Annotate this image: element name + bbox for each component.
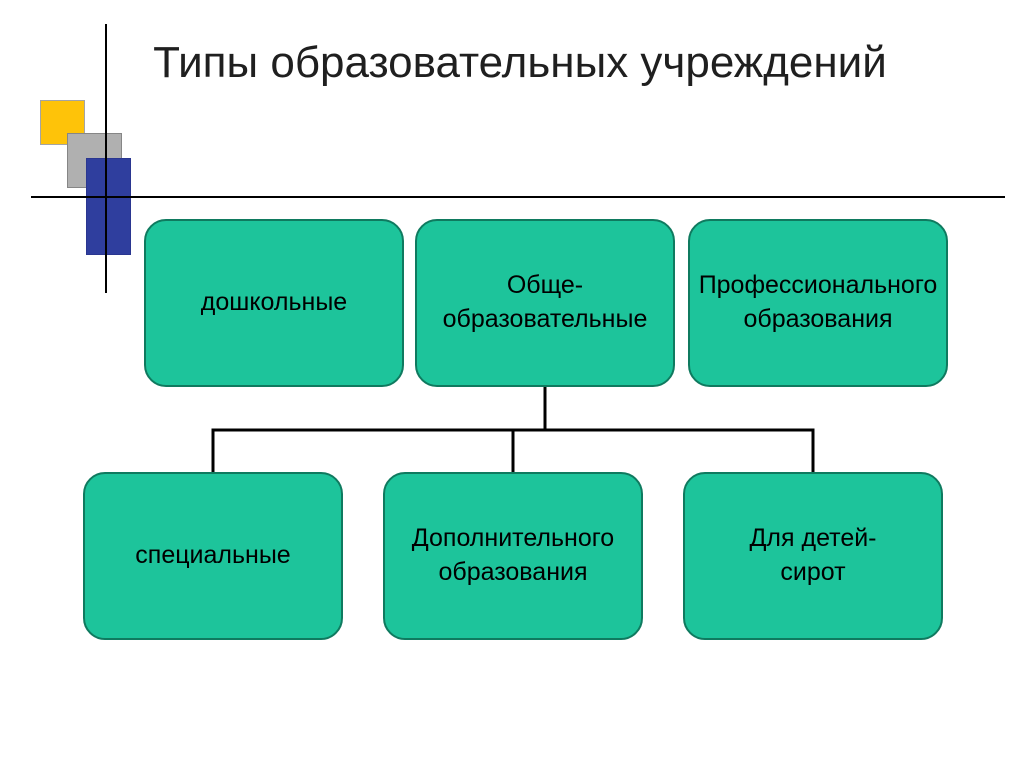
diagram-node-n1: дошкольные xyxy=(144,219,404,387)
node-label: Обще- образовательные xyxy=(443,269,648,337)
node-label: Профессионального образования xyxy=(699,269,938,337)
slide-title: Типы образовательных учреждений xyxy=(150,38,890,89)
node-label: Дополнительного образования xyxy=(412,522,614,590)
diagram-node-n4: специальные xyxy=(83,472,343,640)
diagram-node-n6: Для детей- сирот xyxy=(683,472,943,640)
node-label: дошкольные xyxy=(201,286,347,320)
diagram-node-n5: Дополнительного образования xyxy=(383,472,643,640)
diagram-node-n3: Профессионального образования xyxy=(688,219,948,387)
node-label: специальные xyxy=(135,539,290,573)
slide-canvas: Типы образовательных учреждений дошкольн… xyxy=(0,0,1024,767)
node-label: Для детей- сирот xyxy=(749,522,876,590)
decor-blue-rect xyxy=(86,158,131,255)
diagram-node-n2: Обще- образовательные xyxy=(415,219,675,387)
